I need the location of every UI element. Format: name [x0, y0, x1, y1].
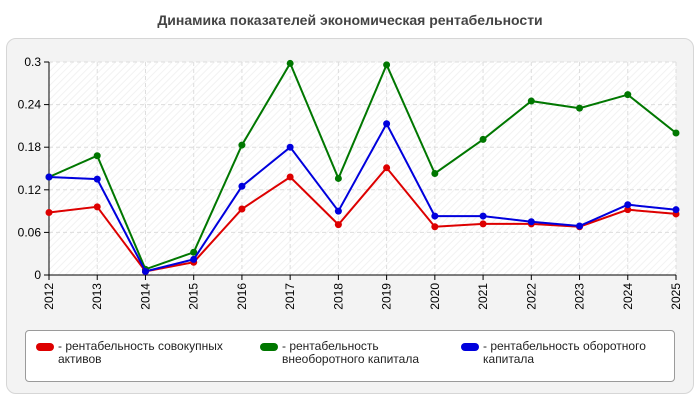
data-point [624, 201, 632, 209]
data-point [431, 223, 439, 231]
x-tick-label: 2024 [621, 283, 635, 310]
y-tick-label: 0.12 [18, 183, 42, 197]
series-line-2 [48, 121, 677, 273]
data-point [431, 169, 439, 177]
data-point [479, 220, 487, 228]
data-point [93, 203, 101, 211]
x-tick-label: 2021 [476, 283, 490, 310]
y-tick-label: 0.06 [18, 225, 42, 239]
legend-swatch-current-capital [461, 343, 479, 351]
legend-item-noncurrent-capital: - рентабельность внеоборотного капитала [260, 340, 460, 366]
data-point [334, 207, 342, 215]
x-tick-label: 2019 [380, 283, 394, 310]
data-point [527, 97, 535, 105]
data-point [93, 152, 101, 160]
data-point [383, 61, 391, 69]
legend-label-total-assets: - рентабельность совокупных активов [58, 339, 223, 366]
x-tick-label: 2017 [283, 283, 297, 310]
data-point [624, 91, 632, 99]
x-tick-label: 2018 [331, 283, 345, 310]
x-tick-label: 2013 [90, 283, 104, 310]
series-line-1 [48, 61, 677, 271]
data-point [238, 182, 246, 190]
y-tick-label: 0.3 [24, 55, 41, 69]
x-tick-label: 2014 [138, 283, 152, 310]
x-tick-label: 2025 [669, 283, 683, 310]
data-point [286, 143, 294, 151]
x-tick-label: 2015 [187, 283, 201, 310]
x-tick-label: 2020 [428, 283, 442, 310]
data-point [93, 175, 101, 183]
data-point [238, 141, 246, 149]
data-point [286, 59, 294, 67]
x-tick-label: 2012 [42, 283, 56, 310]
legend-item-total-assets: - рентабельность совокупных активов [36, 340, 246, 366]
data-point [672, 129, 680, 137]
data-point [141, 267, 149, 275]
x-tick-label: 2016 [235, 283, 249, 310]
data-point [383, 120, 391, 128]
data-point [286, 173, 294, 181]
data-point [45, 173, 53, 181]
data-point [190, 248, 198, 256]
data-point [238, 205, 246, 213]
legend-label-current-capital: - рентабельность оборотного капитала [483, 339, 646, 366]
y-tick-label: 0.24 [18, 98, 42, 112]
data-point [672, 206, 680, 214]
x-tick-label: 2022 [524, 283, 538, 310]
data-point [334, 174, 342, 182]
data-point [576, 222, 584, 230]
data-point [383, 164, 391, 172]
y-tick-label: 0 [34, 268, 41, 282]
data-point [431, 212, 439, 220]
legend: - рентабельность совокупных активов - ре… [25, 330, 675, 382]
legend-label-noncurrent-capital: - рентабельность внеоборотного капитала [282, 339, 419, 366]
legend-swatch-noncurrent-capital [260, 343, 278, 351]
data-point [479, 135, 487, 143]
x-tick-label: 2023 [573, 283, 587, 310]
data-point [624, 206, 632, 214]
data-point [576, 104, 584, 112]
data-point [190, 255, 198, 263]
data-point [45, 209, 53, 217]
data-point [479, 212, 487, 220]
legend-item-current-capital: - рентабельность оборотного капитала [461, 340, 671, 366]
legend-swatch-total-assets [36, 343, 54, 351]
chart-title: Динамика показателей экономическая рента… [157, 12, 543, 28]
y-tick-label: 0.18 [18, 140, 42, 154]
data-point [527, 218, 535, 226]
data-point [334, 221, 342, 229]
